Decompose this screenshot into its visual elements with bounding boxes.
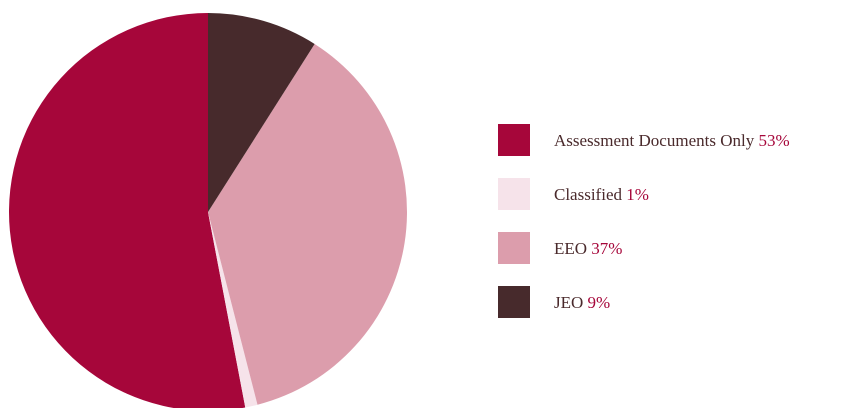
pie-chart [9,13,407,408]
legend-swatch-eeo [498,232,530,264]
pie-slice-jeo [208,13,315,212]
legend-label-classified: Classified [554,185,622,204]
legend-percent-assessment-documents-only: 53% [758,131,790,150]
legend: Assessment Documents Only 53% Classified… [498,124,858,340]
legend-item-classified: Classified 1% [498,178,858,232]
legend-item-eeo: EEO 37% [498,232,858,286]
legend-label-eeo: EEO [554,239,588,258]
pie-slice-eeo [208,43,407,405]
legend-percent-classified: 1% [626,185,649,204]
legend-label-assessment-documents-only: Assessment Documents Only [554,131,755,150]
legend-swatch-jeo [498,286,530,318]
legend-percent-eeo: 37% [591,239,623,258]
legend-percent-jeo: 9% [587,293,611,312]
pie-slice-assessment-documents-only [9,13,246,408]
legend-swatch-classified [498,178,530,210]
pie-slice-classified [208,212,258,408]
legend-label-jeo: JEO [554,293,584,312]
legend-item-assessment-documents-only: Assessment Documents Only 53% [498,124,858,178]
legend-item-jeo: JEO 9% [498,286,858,340]
legend-swatch-assessment-documents-only [498,124,530,156]
